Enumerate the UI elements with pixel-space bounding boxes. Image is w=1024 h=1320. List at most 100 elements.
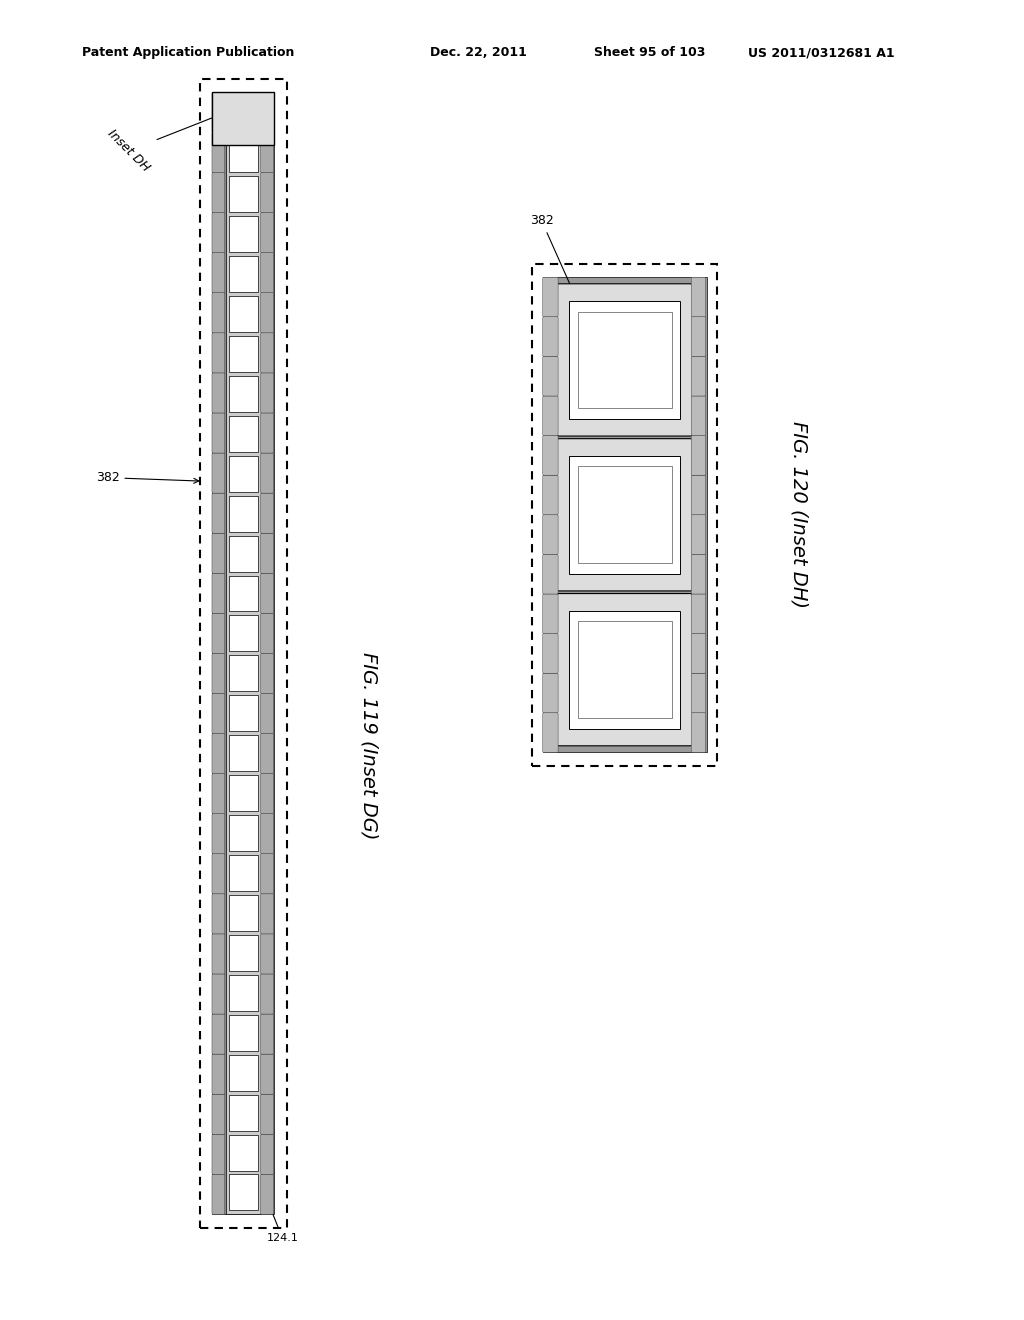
Bar xyxy=(229,536,258,572)
Bar xyxy=(212,92,274,1214)
Bar xyxy=(229,216,258,252)
FancyBboxPatch shape xyxy=(212,132,225,173)
FancyBboxPatch shape xyxy=(543,396,558,436)
FancyBboxPatch shape xyxy=(260,614,273,653)
Bar xyxy=(229,96,258,132)
FancyBboxPatch shape xyxy=(260,293,273,333)
FancyBboxPatch shape xyxy=(543,713,558,752)
Bar xyxy=(229,974,258,1011)
FancyBboxPatch shape xyxy=(260,413,273,453)
FancyBboxPatch shape xyxy=(212,173,225,213)
FancyBboxPatch shape xyxy=(691,475,706,515)
FancyBboxPatch shape xyxy=(260,1134,273,1175)
Bar xyxy=(229,455,258,492)
FancyBboxPatch shape xyxy=(260,252,273,293)
FancyBboxPatch shape xyxy=(543,317,558,356)
Bar xyxy=(543,277,707,752)
FancyBboxPatch shape xyxy=(212,1014,225,1055)
Bar xyxy=(229,735,258,771)
Bar xyxy=(229,775,258,810)
FancyBboxPatch shape xyxy=(212,653,225,693)
FancyBboxPatch shape xyxy=(691,277,706,317)
FancyBboxPatch shape xyxy=(691,594,706,634)
FancyBboxPatch shape xyxy=(212,293,225,333)
Bar xyxy=(569,611,680,729)
Bar xyxy=(229,256,258,292)
FancyBboxPatch shape xyxy=(260,1094,273,1134)
Bar xyxy=(229,337,258,372)
Text: FIG. 119 (Inset DG): FIG. 119 (Inset DG) xyxy=(359,652,378,840)
FancyBboxPatch shape xyxy=(212,494,225,533)
Bar xyxy=(229,935,258,972)
FancyBboxPatch shape xyxy=(691,673,706,713)
FancyBboxPatch shape xyxy=(212,1094,225,1134)
FancyBboxPatch shape xyxy=(260,453,273,494)
Bar xyxy=(229,855,258,891)
Bar xyxy=(229,895,258,931)
FancyBboxPatch shape xyxy=(212,453,225,494)
Text: 124.1: 124.1 xyxy=(266,1199,298,1243)
FancyBboxPatch shape xyxy=(260,173,273,213)
FancyBboxPatch shape xyxy=(212,533,225,573)
Bar xyxy=(229,416,258,451)
FancyBboxPatch shape xyxy=(212,854,225,894)
FancyBboxPatch shape xyxy=(691,317,706,356)
FancyBboxPatch shape xyxy=(212,935,225,974)
Bar xyxy=(229,296,258,333)
Bar xyxy=(229,576,258,611)
Bar xyxy=(578,312,672,408)
Bar xyxy=(229,136,258,172)
FancyBboxPatch shape xyxy=(543,436,558,475)
Bar xyxy=(569,455,680,574)
FancyBboxPatch shape xyxy=(543,673,558,713)
Text: Sheet 95 of 103: Sheet 95 of 103 xyxy=(594,46,706,59)
FancyBboxPatch shape xyxy=(543,475,558,515)
FancyBboxPatch shape xyxy=(260,132,273,173)
FancyBboxPatch shape xyxy=(556,438,693,591)
FancyBboxPatch shape xyxy=(260,494,273,533)
Text: Patent Application Publication: Patent Application Publication xyxy=(82,46,294,59)
Text: Inset DH: Inset DH xyxy=(104,107,240,174)
Bar xyxy=(578,466,672,564)
FancyBboxPatch shape xyxy=(212,734,225,774)
FancyBboxPatch shape xyxy=(212,374,225,413)
FancyBboxPatch shape xyxy=(212,252,225,293)
Bar xyxy=(229,496,258,532)
FancyBboxPatch shape xyxy=(532,264,717,766)
Bar xyxy=(229,1175,258,1210)
Bar xyxy=(578,622,672,718)
Bar xyxy=(229,1015,258,1051)
FancyBboxPatch shape xyxy=(260,974,273,1014)
FancyBboxPatch shape xyxy=(556,284,693,436)
FancyBboxPatch shape xyxy=(543,356,558,396)
Bar xyxy=(229,1094,258,1130)
FancyBboxPatch shape xyxy=(260,533,273,573)
FancyBboxPatch shape xyxy=(543,634,558,673)
Bar xyxy=(229,177,258,213)
FancyBboxPatch shape xyxy=(212,1134,225,1175)
FancyBboxPatch shape xyxy=(543,594,558,634)
FancyBboxPatch shape xyxy=(260,213,273,252)
FancyBboxPatch shape xyxy=(212,333,225,374)
FancyBboxPatch shape xyxy=(691,713,706,752)
FancyBboxPatch shape xyxy=(260,573,273,614)
FancyBboxPatch shape xyxy=(260,935,273,974)
Bar xyxy=(569,301,680,418)
FancyBboxPatch shape xyxy=(556,594,693,746)
FancyBboxPatch shape xyxy=(543,554,558,594)
FancyBboxPatch shape xyxy=(691,356,706,396)
FancyBboxPatch shape xyxy=(212,894,225,935)
Text: US 2011/0312681 A1: US 2011/0312681 A1 xyxy=(748,46,894,59)
FancyBboxPatch shape xyxy=(260,1014,273,1055)
FancyBboxPatch shape xyxy=(212,92,225,132)
Bar xyxy=(229,376,258,412)
FancyBboxPatch shape xyxy=(212,213,225,252)
FancyBboxPatch shape xyxy=(260,653,273,693)
FancyBboxPatch shape xyxy=(212,774,225,813)
FancyBboxPatch shape xyxy=(212,974,225,1014)
FancyBboxPatch shape xyxy=(260,854,273,894)
FancyBboxPatch shape xyxy=(260,894,273,935)
Bar xyxy=(229,615,258,652)
Bar xyxy=(229,1135,258,1171)
FancyBboxPatch shape xyxy=(260,813,273,854)
